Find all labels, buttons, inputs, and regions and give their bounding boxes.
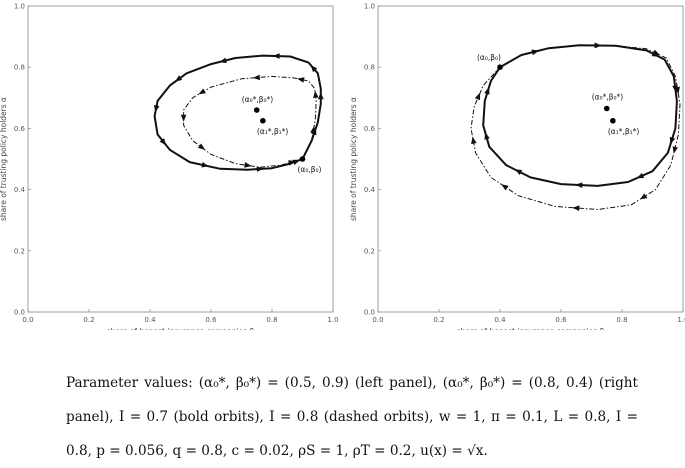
orbit-bold-arrow: [484, 87, 490, 95]
y-tick-label: 0.0: [364, 309, 375, 317]
equilibrium-point: [603, 105, 610, 112]
y-tick-label: 0.6: [14, 125, 26, 133]
orbit-dashed-arrow: [672, 146, 679, 154]
plot-frame: [27, 5, 334, 313]
y-tick-label: 0.2: [364, 247, 375, 255]
orbit-dashed-arrow: [310, 125, 316, 134]
orbit-dashed-arrow: [252, 74, 261, 81]
orbit-bold-arrow: [317, 92, 324, 100]
point-label: (α₀*,β₀*): [242, 95, 274, 104]
y-axis-label: share of trusting policy holders α: [349, 97, 358, 221]
orbit-bold-arrow: [484, 132, 490, 140]
orbit-bold-arrow: [201, 162, 209, 168]
orbit-dashed-arrow: [594, 42, 602, 49]
orbit-bold-arrow: [272, 53, 280, 59]
point-label: (α₁*,β₁*): [608, 127, 640, 136]
x-tick-label: 0.2: [83, 316, 94, 324]
y-tick-label: 1.0: [364, 3, 375, 11]
y-tick-label: 0.6: [364, 125, 376, 133]
orbit-dashed-arrow: [297, 77, 305, 83]
point-label: (α₀,β₀): [477, 53, 501, 62]
orbit-dashed-arrow: [288, 160, 296, 166]
x-tick-label: 1.0: [677, 316, 685, 324]
x-tick-label: 0.8: [266, 316, 277, 324]
orbit-dashed-arrow: [313, 90, 319, 99]
equilibrium-point: [260, 117, 266, 124]
x-tick-label: 0.4: [494, 316, 506, 324]
y-tick-label: 1.0: [14, 3, 25, 11]
figure-caption: Parameter values: (α₀*, β₀*) = (0.5, 0.9…: [66, 375, 638, 459]
point-label: (α₀,β₀): [298, 165, 322, 174]
orbit-dashed-arrow: [180, 114, 187, 122]
x-tick-label: 0.6: [555, 316, 567, 324]
orbit-bold-arrow: [669, 136, 676, 145]
orbit-dashed-arrow: [198, 88, 206, 95]
x-tick-label: 0.6: [205, 316, 217, 324]
orbit-bold-arrow: [219, 57, 227, 64]
point-label: (α₁*,β₁*): [257, 127, 289, 136]
orbit-dashed-arrow: [531, 49, 539, 56]
orbit-bold-arrow: [159, 138, 167, 146]
point-label: (α₀*,β₀*): [592, 93, 624, 102]
orbit-dashed-arrow: [471, 136, 477, 145]
x-tick-label: 1.0: [327, 316, 338, 324]
orbit-dashed-arrow: [501, 184, 509, 191]
equilibrium-point: [497, 64, 503, 70]
orbit-dashed-arrow: [474, 92, 481, 101]
y-tick-label: 0.8: [364, 64, 375, 72]
orbit-bold-arrow: [174, 75, 183, 82]
y-tick-label: 0.4: [364, 186, 376, 194]
x-tick-label: 0.2: [433, 316, 444, 324]
orbit-bold-arrow: [672, 85, 678, 93]
orbit-bold-arrow: [514, 169, 523, 176]
plot-frame: [377, 5, 684, 313]
orbit-dashed-arrow: [572, 205, 580, 212]
orbit-bold-line: [482, 44, 678, 187]
orbit-dashed-arrow: [244, 162, 252, 168]
orbit-dashed-arrow: [639, 193, 648, 200]
x-tick-label: 0.8: [616, 316, 627, 324]
y-axis-label: share of trusting policy holders α: [0, 97, 8, 221]
x-tick-label: 0.0: [22, 316, 33, 324]
equilibrium-point: [253, 107, 260, 113]
x-tick-label: 0.0: [372, 316, 383, 324]
y-tick-label: 0.2: [14, 247, 25, 255]
orbit-bold-arrow: [575, 182, 583, 188]
equilibrium-point: [610, 117, 616, 124]
orbit-dashed-arrow: [674, 86, 680, 95]
phase-diagram-figure: 0.0 0.2 0.4 0.6 0.8 1.0 0.0 0.2 0.4 0.6 0.8 1.0 shar…: [0, 3, 685, 331]
y-tick-label: 0.0: [14, 309, 25, 317]
orbit-bold-arrow: [256, 166, 264, 172]
orbit-bold-arrow: [310, 64, 318, 73]
orbit-dashed-arrow: [197, 143, 206, 150]
orbit-bold-arrow: [636, 172, 645, 179]
orbit-dashed-line: [183, 75, 317, 168]
orbit-bold-arrow: [153, 105, 160, 113]
chart-panel-left: 0.0 0.2 0.4 0.6 0.8 1.0 0.0 0.2 0.4 0.6 0.8 1.0 shar…: [0, 3, 339, 331]
chart-panel-right: 0.0 0.2 0.4 0.6 0.8 1.0 0.0 0.2 0.4 0.6 0.8 1.0 shar…: [349, 3, 685, 331]
y-tick-label: 0.8: [14, 64, 25, 72]
x-tick-label: 0.4: [144, 316, 156, 324]
x-axis-label: share of honest insurance companies β: [457, 327, 605, 330]
equilibrium-point: [299, 156, 306, 162]
orbit-bold-line: [153, 54, 322, 171]
y-tick-label: 0.4: [14, 186, 26, 194]
orbit-dashed-arrow: [652, 49, 660, 56]
x-axis-label: share of honest insurance companies β: [107, 327, 255, 330]
